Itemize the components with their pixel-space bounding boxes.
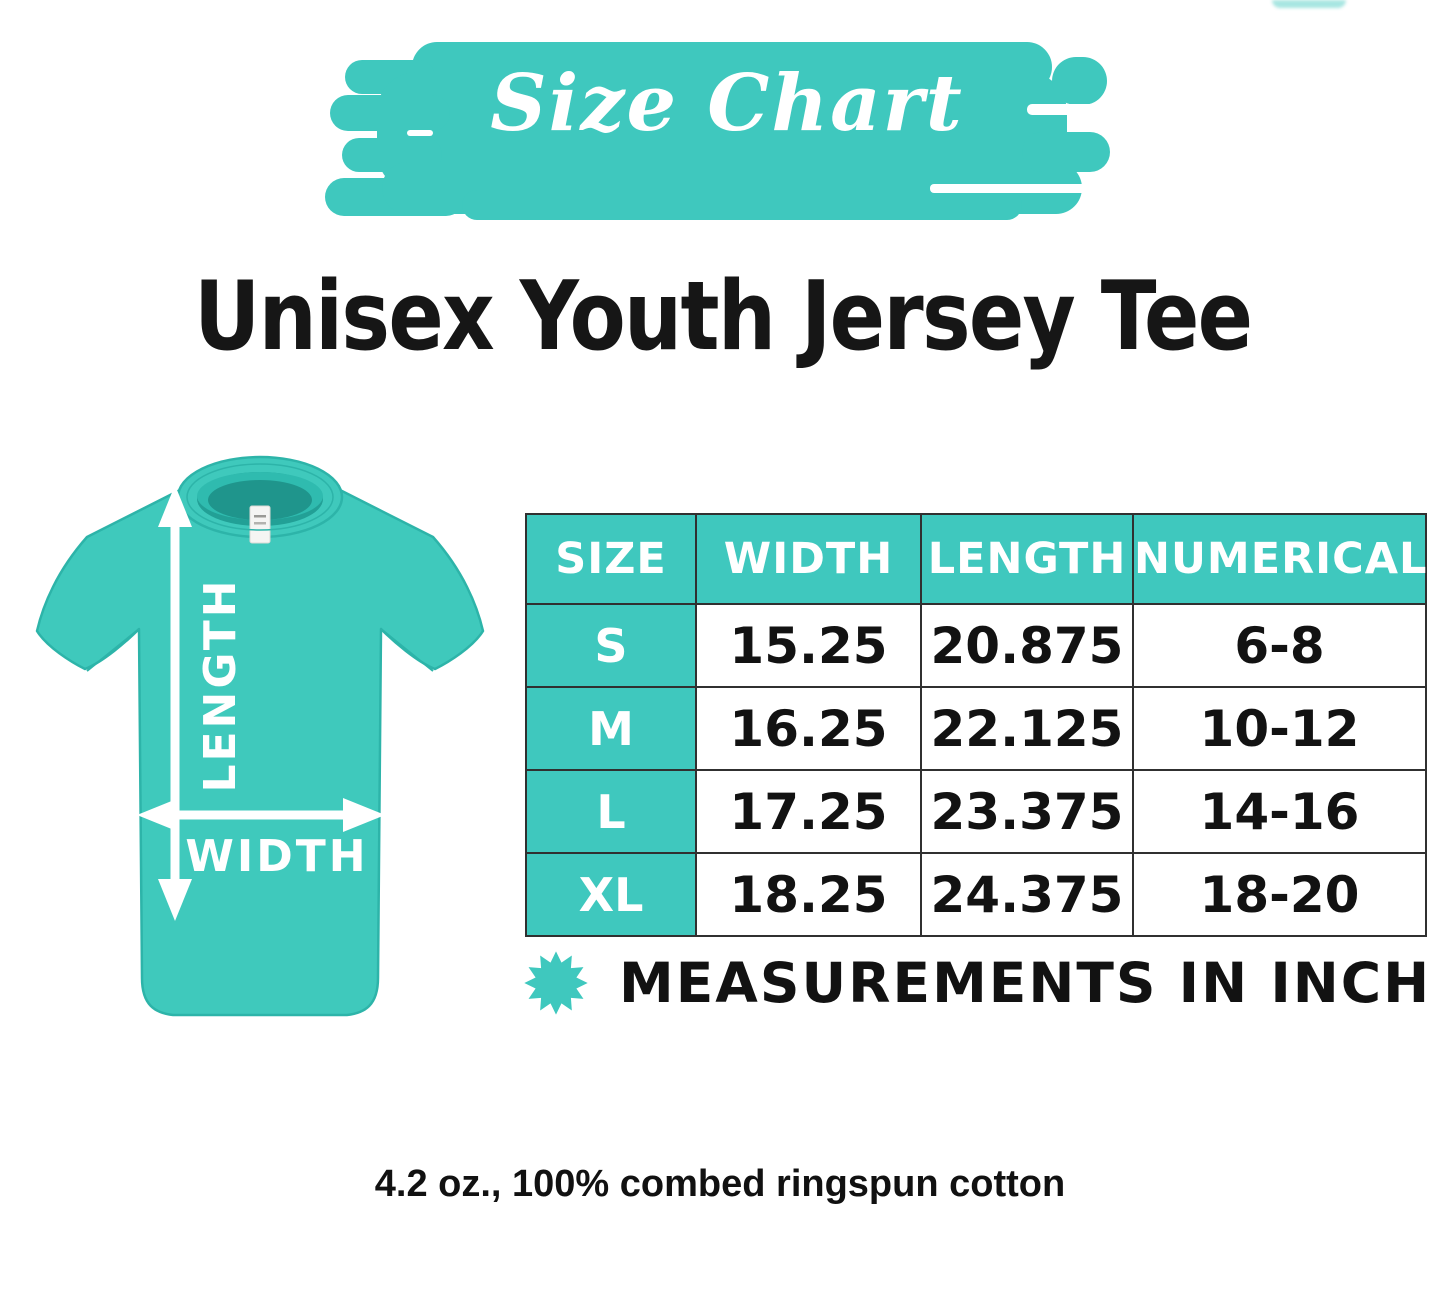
width-cell: 16.25 — [695, 686, 922, 771]
numerical-cell: 14-16 — [1132, 769, 1427, 854]
table-row: S 15.25 20.875 6-8 — [525, 603, 1427, 688]
numerical-cell: 10-12 — [1132, 686, 1427, 771]
size-cell: M — [525, 686, 697, 771]
tshirt-body — [35, 472, 485, 1017]
width-label: WIDTH — [185, 831, 368, 882]
table-row: XL 18.25 24.375 18-20 — [525, 852, 1427, 937]
numerical-cell: 6-8 — [1132, 603, 1427, 688]
length-arrow — [158, 485, 192, 921]
starburst-icon — [524, 951, 588, 1015]
size-table: SIZE WIDTH LENGTH NUMERICAL S 15.25 20.8… — [525, 513, 1427, 937]
size-cell: XL — [525, 852, 697, 937]
fabric-note: 4.2 oz., 100% combed ringspun cotton — [374, 1163, 1066, 1205]
table-row: M 16.25 22.125 10-12 — [525, 686, 1427, 771]
length-label: LENGTH — [195, 577, 246, 792]
size-cell: L — [525, 769, 697, 854]
banner: Size Chart — [322, 12, 1132, 222]
tshirt-diagram: LENGTH WIDTH — [25, 443, 495, 1038]
width-arrow — [137, 798, 385, 832]
width-cell: 18.25 — [695, 852, 922, 937]
width-cell: 15.25 — [695, 603, 922, 688]
length-cell: 23.375 — [920, 769, 1134, 854]
measurement-note: MEASUREMENTS IN INCH — [523, 938, 1438, 1028]
length-cell: 22.125 — [920, 686, 1134, 771]
width-cell: 17.25 — [695, 769, 922, 854]
table-header-row: SIZE WIDTH LENGTH NUMERICAL — [525, 513, 1427, 605]
brush-smudge-artifact — [1272, 0, 1346, 8]
length-cell: 20.875 — [920, 603, 1134, 688]
size-cell: S — [525, 603, 697, 688]
note-text: MEASUREMENTS IN INCH — [619, 951, 1432, 1015]
header-size: SIZE — [525, 513, 697, 605]
table-row: L 17.25 23.375 14-16 — [525, 769, 1427, 854]
header-numerical: NUMERICAL — [1132, 513, 1427, 605]
length-cell: 24.375 — [920, 852, 1134, 937]
header-length: LENGTH — [920, 513, 1134, 605]
header-width: WIDTH — [695, 513, 922, 605]
page-title: Unisex Youth Jersey Tee — [0, 262, 1445, 372]
brush-stroke-graphic — [325, 42, 1110, 220]
page-title-text: Unisex Youth Jersey Tee — [193, 262, 1253, 372]
numerical-cell: 18-20 — [1132, 852, 1427, 937]
collar — [176, 455, 344, 544]
tshirt-graphic: LENGTH WIDTH — [35, 455, 485, 1017]
banner-title: Size Chart — [490, 58, 964, 149]
